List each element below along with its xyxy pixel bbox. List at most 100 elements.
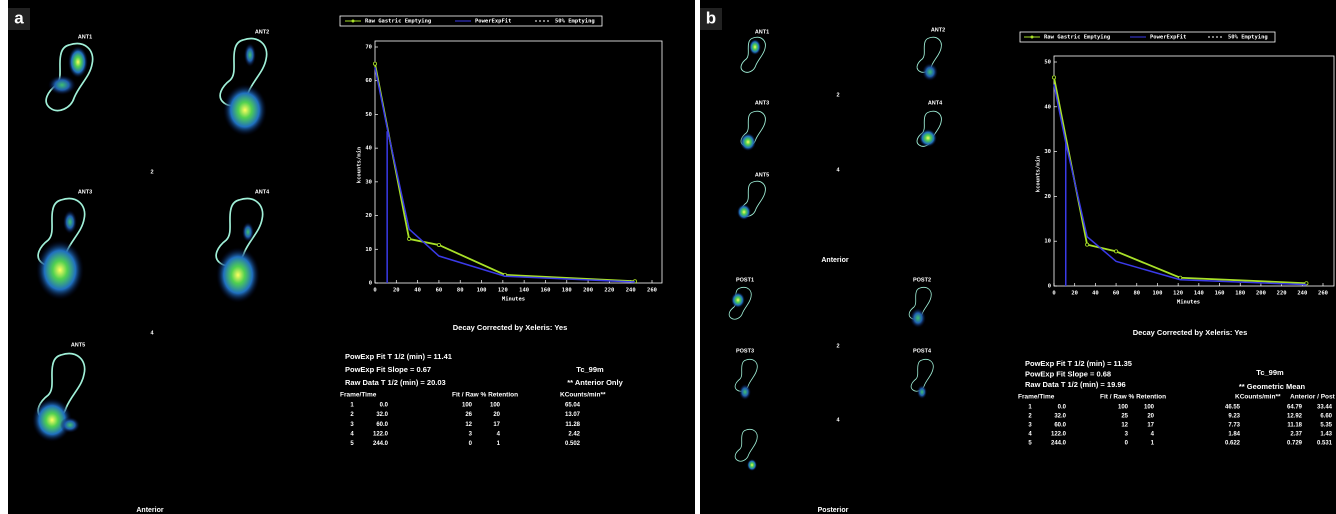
panel-label: a xyxy=(14,8,24,27)
data-point xyxy=(437,243,440,246)
uptake-blob xyxy=(63,210,77,234)
image-label: Posterior xyxy=(818,507,849,514)
table-cell: 46.55 xyxy=(1225,405,1241,411)
image-label: 2 xyxy=(836,343,839,349)
y-tick-label: 40 xyxy=(1044,104,1051,110)
y-tick-label: 30 xyxy=(1044,149,1051,155)
image-label: ANT3 xyxy=(755,100,769,106)
table-cell: 0.502 xyxy=(565,441,581,447)
table-cell: 12 xyxy=(465,422,472,428)
image-label: ANT4 xyxy=(928,100,943,106)
table-cell: 64.79 xyxy=(1287,405,1303,411)
y-axis-label: kcounts/min xyxy=(1036,156,1042,192)
table-cell: 0.0 xyxy=(380,403,389,409)
table-cell: 122.0 xyxy=(373,431,389,437)
x-tick-label: 100 xyxy=(1152,291,1162,297)
image-label: Anterior xyxy=(821,257,849,264)
table-cell: 12 xyxy=(1121,423,1128,429)
uptake-blob xyxy=(244,43,256,67)
table-header: Fit / Raw % Retention xyxy=(1100,394,1166,401)
table-cell: 20 xyxy=(493,412,500,418)
uptake-blob xyxy=(917,385,927,399)
table-cell: 12.92 xyxy=(1287,414,1303,420)
y-tick-label: 60 xyxy=(365,78,372,84)
x-axis-label: Minutes xyxy=(502,297,525,303)
x-tick-label: 260 xyxy=(1318,291,1328,297)
isotope: Tc_99m xyxy=(576,365,604,374)
legend-label: PowerExpFit xyxy=(1150,35,1186,41)
x-tick-label: 60 xyxy=(436,288,443,294)
table-cell: 11.18 xyxy=(1287,423,1302,429)
table-cell: 1.43 xyxy=(1320,432,1332,438)
table-cell: 1.84 xyxy=(1228,432,1240,438)
table-cell: 17 xyxy=(1147,423,1154,429)
data-point xyxy=(407,237,410,240)
table-cell: 13.07 xyxy=(565,412,581,418)
uptake-blob xyxy=(922,63,938,81)
x-tick-label: 80 xyxy=(1133,291,1140,297)
y-tick-label: 0 xyxy=(369,281,372,287)
x-tick-label: 40 xyxy=(1092,291,1099,297)
table-cell: 2.42 xyxy=(568,431,580,437)
image-label: ANT4 xyxy=(255,189,270,195)
x-tick-label: 220 xyxy=(1277,291,1287,297)
legend-label: PowerExpFit xyxy=(475,19,511,25)
uptake-blob xyxy=(731,292,745,308)
panel-b-background xyxy=(700,0,1336,514)
image-label: POST4 xyxy=(913,348,932,354)
x-tick-label: 180 xyxy=(562,288,572,294)
image-label: 2 xyxy=(150,169,153,175)
x-tick-label: 240 xyxy=(626,288,636,294)
x-tick-label: 120 xyxy=(498,288,508,294)
uptake-blob xyxy=(749,39,761,55)
data-point xyxy=(373,62,376,65)
y-tick-label: 10 xyxy=(1044,239,1051,245)
table-cell: 0.531 xyxy=(1317,441,1333,447)
uptake-blob xyxy=(60,417,80,433)
legend-marker xyxy=(352,20,355,23)
legend-marker xyxy=(1031,36,1034,39)
x-tick-label: 260 xyxy=(647,288,657,294)
x-tick-label: 20 xyxy=(393,288,400,294)
x-axis-label: Minutes xyxy=(1177,300,1200,306)
x-tick-label: 40 xyxy=(414,288,421,294)
x-tick-label: 20 xyxy=(1071,291,1078,297)
table-cell: 11.28 xyxy=(565,422,580,428)
x-tick-label: 160 xyxy=(540,288,550,294)
y-tick-label: 50 xyxy=(1044,60,1051,66)
data-point xyxy=(1114,250,1117,253)
y-tick-label: 30 xyxy=(365,179,372,185)
image-label: POST2 xyxy=(913,277,931,283)
table-cell: 100 xyxy=(1144,405,1155,411)
x-tick-label: 60 xyxy=(1113,291,1120,297)
y-axis-label: kcounts/min xyxy=(357,147,363,183)
uptake-blob xyxy=(737,204,751,220)
table-header: Anterior / Post xyxy=(1290,394,1336,401)
data-point xyxy=(1086,243,1089,246)
x-tick-label: 140 xyxy=(519,288,529,294)
x-tick-label: 0 xyxy=(373,288,376,294)
uptake-blob xyxy=(68,46,88,78)
legend-label: Raw Gastric Emptying xyxy=(365,19,431,25)
table-header: Frame/Time xyxy=(340,392,377,399)
legend-label: 50% Emptying xyxy=(555,19,595,25)
uptake-blob xyxy=(910,308,926,328)
table-cell: 33.44 xyxy=(1317,405,1333,411)
stat-line: PowExp Fit Slope = 0.67 xyxy=(345,365,431,374)
image-label: ANT1 xyxy=(78,34,92,40)
table-cell: 2.37 xyxy=(1290,432,1302,438)
image-label: ANT2 xyxy=(255,29,269,35)
uptake-blob xyxy=(747,459,757,471)
uptake-blob xyxy=(739,384,751,400)
panel-label: b xyxy=(706,8,716,27)
stat-line: PowExp Fit T 1/2 (min) = 11.35 xyxy=(1025,359,1132,368)
table-cell: 5.35 xyxy=(1320,423,1332,429)
figure: aANT1ANT22ANT3ANT44ANT5AnteriorDecay Cor… xyxy=(0,0,1336,514)
x-tick-label: 180 xyxy=(1235,291,1245,297)
table-cell: 0.729 xyxy=(1287,441,1303,447)
x-tick-label: 140 xyxy=(1194,291,1204,297)
x-tick-label: 120 xyxy=(1173,291,1183,297)
uptake-blob xyxy=(216,247,260,303)
legend-label: Raw Gastric Emptying xyxy=(1044,35,1110,41)
image-label: Anterior xyxy=(136,507,164,514)
